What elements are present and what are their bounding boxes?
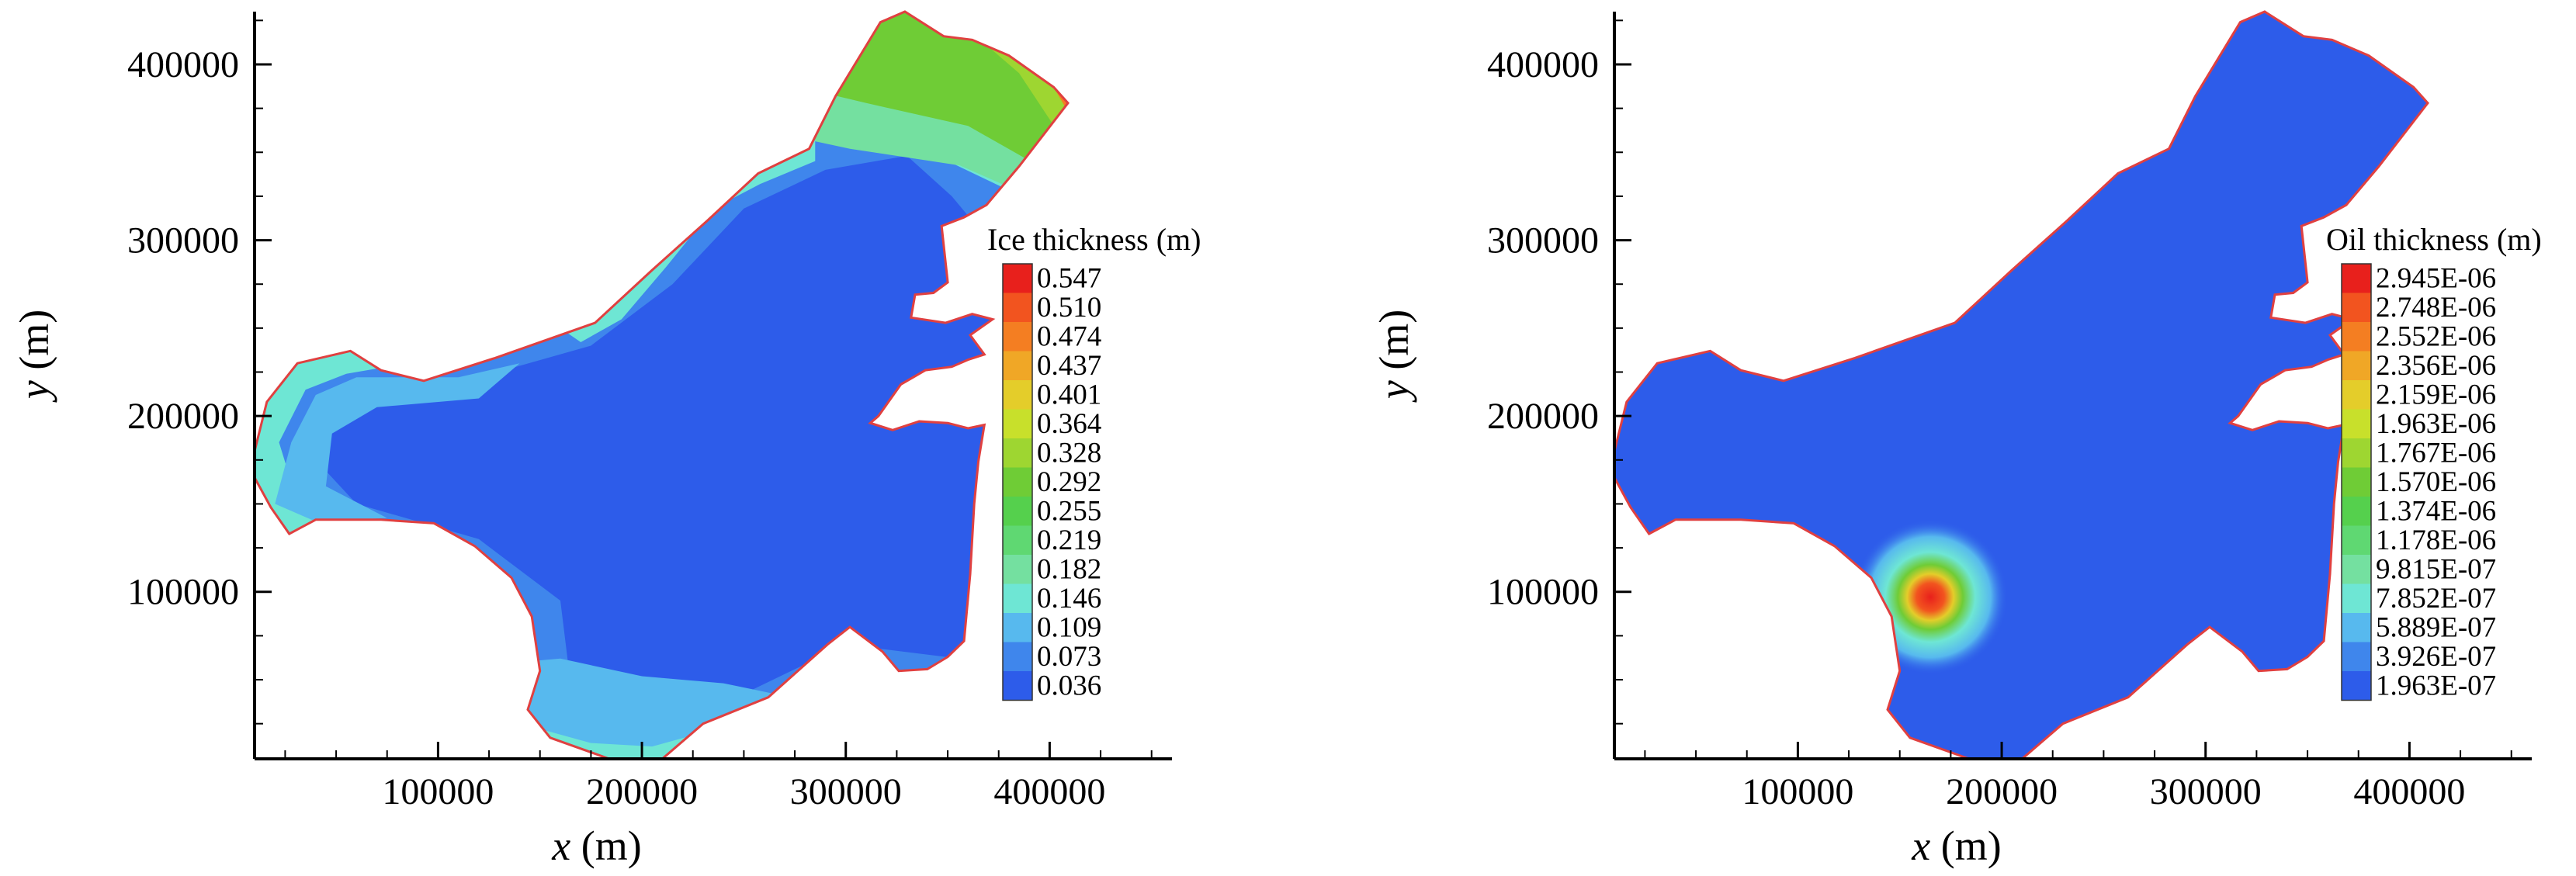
oil-spill-spot: [1853, 519, 2008, 675]
legend-label: 0.474: [1037, 321, 1101, 353]
y-tick-label: 100000: [1487, 572, 1599, 613]
legend-label: 0.401: [1037, 379, 1101, 411]
oil-axes: 100000 200000 300000 400000 100000 200000 3000…: [1371, 12, 2532, 869]
y-tick-label: 100000: [127, 572, 239, 613]
ice-field-west-lightblue: [275, 363, 520, 522]
ice-thickness-panel: 100000 200000 300000 400000 100000 200000 3000…: [11, 10, 1201, 869]
ice-axes: 100000 200000 300000 400000 100000 200000 3000…: [11, 12, 1172, 869]
legend-label: 0.255: [1037, 496, 1101, 528]
legend-label: 2.748E-06: [2376, 292, 2496, 324]
oil-thickness-panel: 100000 200000 300000 400000 100000 200000 3000…: [1371, 10, 2542, 869]
legend-label: 0.146: [1037, 583, 1101, 615]
x-axis-title: x (m): [1911, 822, 2001, 869]
legend-frame: [2341, 263, 2372, 701]
legend-label: 3.926E-07: [2376, 641, 2496, 673]
legend-label: 0.219: [1037, 525, 1101, 556]
legend-swatch: [2342, 351, 2371, 380]
x-axis-title: x (m): [551, 822, 641, 869]
legend-swatch: [2342, 497, 2371, 526]
x-tick-label: 200000: [586, 771, 698, 812]
y-tick-label: 400000: [1487, 44, 1599, 85]
legend-label: 2.945E-06: [2376, 263, 2496, 295]
legend-swatch: [1003, 438, 1032, 468]
legend-swatch: [1003, 351, 1032, 380]
legend-swatch: [1003, 264, 1032, 293]
legend-label: 2.552E-06: [2376, 321, 2496, 353]
legend-swatch: [2342, 380, 2371, 410]
y-tick-label: 300000: [1487, 220, 1599, 261]
legend-label: 1.178E-06: [2376, 525, 2496, 556]
legend-swatch: [1003, 555, 1032, 584]
legend-label: 7.852E-07: [2376, 583, 2496, 615]
legend-swatch: [1003, 583, 1032, 613]
legend-label: 1.963E-06: [2376, 408, 2496, 440]
legend-swatch: [1003, 671, 1032, 701]
legend-label: 0.073: [1037, 641, 1101, 673]
ice-field-core: [315, 155, 1009, 698]
legend-swatch: [1003, 613, 1032, 642]
legend-label: 2.159E-06: [2376, 379, 2496, 411]
legend-label: 2.356E-06: [2376, 350, 2496, 382]
legend-swatch: [1003, 642, 1032, 671]
x-tick-label: 200000: [1946, 771, 2058, 812]
oil-field: [1614, 12, 2428, 759]
legend-swatch: [1003, 525, 1032, 555]
legend-swatch: [1003, 467, 1032, 497]
legend-label: 0.292: [1037, 466, 1101, 498]
legend-swatch: [2342, 583, 2371, 613]
oil-legend: Oil thickness (m) 2.945E-062.748E-062.552…: [2326, 222, 2542, 702]
legend-frame: [1002, 263, 1033, 701]
y-axis-title: y (m): [11, 310, 57, 403]
legend-label: 1.963E-07: [2376, 670, 2496, 702]
legend-label: 0.328: [1037, 438, 1101, 469]
legend-swatch: [2342, 642, 2371, 671]
legend-title: Ice thickness (m): [987, 222, 1201, 257]
legend-label: 9.815E-07: [2376, 554, 2496, 586]
ice-field: [255, 12, 1068, 759]
legend-label: 0.364: [1037, 408, 1101, 440]
y-axis-title: y (m): [1371, 310, 1417, 403]
y-tick-label: 200000: [127, 396, 239, 437]
legend-swatch: [1003, 497, 1032, 526]
legend-label: 1.767E-06: [2376, 438, 2496, 469]
legend-swatch: [1003, 322, 1032, 351]
legend-label: 1.374E-06: [2376, 496, 2496, 528]
x-tick-label: 100000: [382, 771, 494, 812]
legend-label: 0.510: [1037, 292, 1101, 324]
y-tick-label: 200000: [1487, 396, 1599, 437]
legend-label: 1.570E-06: [2376, 466, 2496, 498]
y-tick-label: 400000: [127, 44, 239, 85]
legend-label: 0.437: [1037, 350, 1101, 382]
legend-swatch: [2342, 525, 2371, 555]
legend-swatch: [2342, 467, 2371, 497]
legend-label: 0.182: [1037, 554, 1101, 586]
legend-swatch: [2342, 293, 2371, 322]
legend-label: 0.109: [1037, 612, 1101, 644]
ice-legend: Ice thickness (m) 0.5470.5100.4740.4370.4…: [987, 222, 1201, 702]
legend-swatch: [2342, 264, 2371, 293]
legend-swatch: [1003, 380, 1032, 410]
legend-swatch: [2342, 322, 2371, 351]
x-tick-label: 300000: [790, 771, 902, 812]
ice-domain-boundary: [253, 10, 1070, 760]
legend-swatch: [2342, 671, 2371, 701]
legend-label: 0.547: [1037, 263, 1101, 295]
legend-label: 5.889E-07: [2376, 612, 2496, 644]
x-tick-label: 300000: [2150, 771, 2262, 812]
legend-label: 0.036: [1037, 670, 1101, 702]
x-tick-label: 100000: [1742, 771, 1853, 812]
legend-swatch: [2342, 438, 2371, 468]
legend-swatch: [1003, 293, 1032, 322]
legend-swatch: [2342, 555, 2371, 584]
legend-swatch: [1003, 409, 1032, 438]
legend-title: Oil thickness (m): [2326, 222, 2542, 257]
legend-swatch: [2342, 409, 2371, 438]
oil-domain-boundary: [1613, 10, 2429, 760]
oil-field-base: [1614, 12, 2428, 759]
y-tick-label: 300000: [127, 220, 239, 261]
legend-swatch: [2342, 613, 2371, 642]
x-tick-label: 400000: [993, 771, 1105, 812]
x-tick-label: 400000: [2353, 771, 2465, 812]
